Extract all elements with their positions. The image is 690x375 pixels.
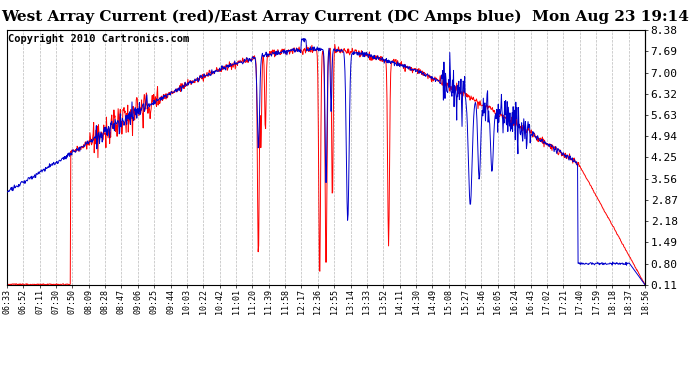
- Text: West Array Current (red)/East Array Current (DC Amps blue)  Mon Aug 23 19:14: West Array Current (red)/East Array Curr…: [1, 9, 689, 24]
- Text: Copyright 2010 Cartronics.com: Copyright 2010 Cartronics.com: [8, 34, 190, 44]
